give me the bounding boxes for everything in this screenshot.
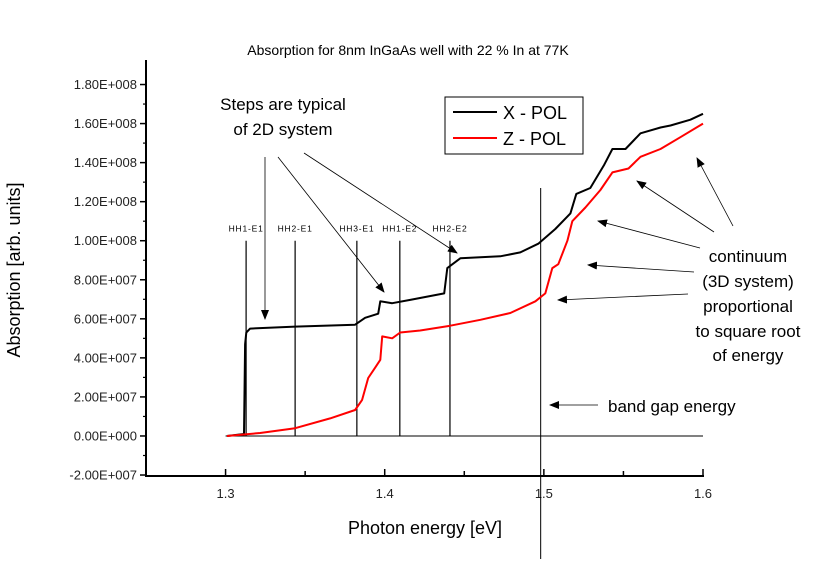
transition-label-hh2-e2: HH2-E2	[432, 224, 467, 234]
y-tick-label: 1.20E+008	[74, 194, 137, 209]
annotation-arrows	[261, 152, 734, 409]
legend: X - POL Z - POL	[444, 96, 584, 155]
transition-label-hh2-e1: HH2-E1	[278, 224, 313, 234]
continuum-text-line-3: proportional	[703, 297, 793, 316]
continuum-text-line-2: (3D system)	[702, 272, 794, 291]
y-tick-label: -2.00E+007	[69, 468, 137, 483]
x-tick-label: 1.5	[535, 486, 553, 501]
series-line-x-pol	[226, 112, 704, 437]
arrow-continuum-2	[636, 180, 715, 233]
y-tick-label: 4.00E+007	[74, 350, 137, 365]
legend-label-x-pol: X - POL	[503, 103, 567, 123]
y-tick-label: 2.00E+007	[74, 389, 137, 404]
continuum-text-line-1: continuum	[709, 247, 787, 266]
transition-label-hh1-e2: HH1-E2	[382, 224, 417, 234]
y-tick-label: 0.00E+000	[74, 428, 137, 443]
arrow-step-hh2e2	[303, 152, 458, 254]
continuum-annotation: continuum (3D system) proportional to sq…	[696, 247, 801, 365]
legend-box	[444, 96, 584, 155]
plot-area: HH1-E1 HH2-E1 HH3-E1 HH1-E2 HH2-E2	[225, 112, 704, 559]
y-axis-label: Absorption [arb. units]	[4, 182, 24, 357]
band-gap-text: band gap energy	[608, 397, 736, 416]
continuum-text-line-5: of energy	[713, 346, 784, 365]
arrow-continuum-5	[557, 293, 689, 304]
y-tick-label: 1.00E+008	[74, 233, 137, 248]
y-tick-label: 1.40E+008	[74, 155, 137, 170]
arrow-continuum-1	[696, 157, 734, 227]
arrow-step-hh3	[277, 156, 385, 293]
steps-text-line-2: of 2D system	[233, 120, 332, 139]
axes: -2.00E+007 0.00E+000 2.00E+007 4.00E+007 6.0…	[69, 60, 712, 501]
x-tick-label: 1.6	[694, 486, 712, 501]
continuum-text-line-4: to square root	[696, 322, 801, 341]
legend-label-z-pol: Z - POL	[503, 129, 566, 149]
x-tick-label: 1.3	[217, 486, 235, 501]
transition-label-hh1-e1: HH1-E1	[229, 224, 264, 234]
series-line-z-pol	[226, 122, 704, 437]
steps-annotation: Steps are typical of 2D system	[220, 95, 346, 139]
x-tick-label: 1.4	[376, 486, 394, 501]
arrow-continuum-3	[597, 219, 701, 249]
steps-text-line-1: Steps are typical	[220, 95, 346, 114]
y-tick-label: 1.60E+008	[74, 116, 137, 131]
arrow-continuum-4	[587, 261, 695, 273]
chart-title: Absorption for 8nm InGaAs well with 22 %…	[247, 42, 569, 58]
y-tick-label: 1.80E+008	[74, 77, 137, 92]
y-tick-label: 6.00E+007	[74, 311, 137, 326]
x-axis-label: Photon energy [eV]	[348, 518, 502, 538]
y-tick-label: 8.00E+007	[74, 272, 137, 287]
transition-label-hh3-e1: HH3-E1	[339, 224, 374, 234]
